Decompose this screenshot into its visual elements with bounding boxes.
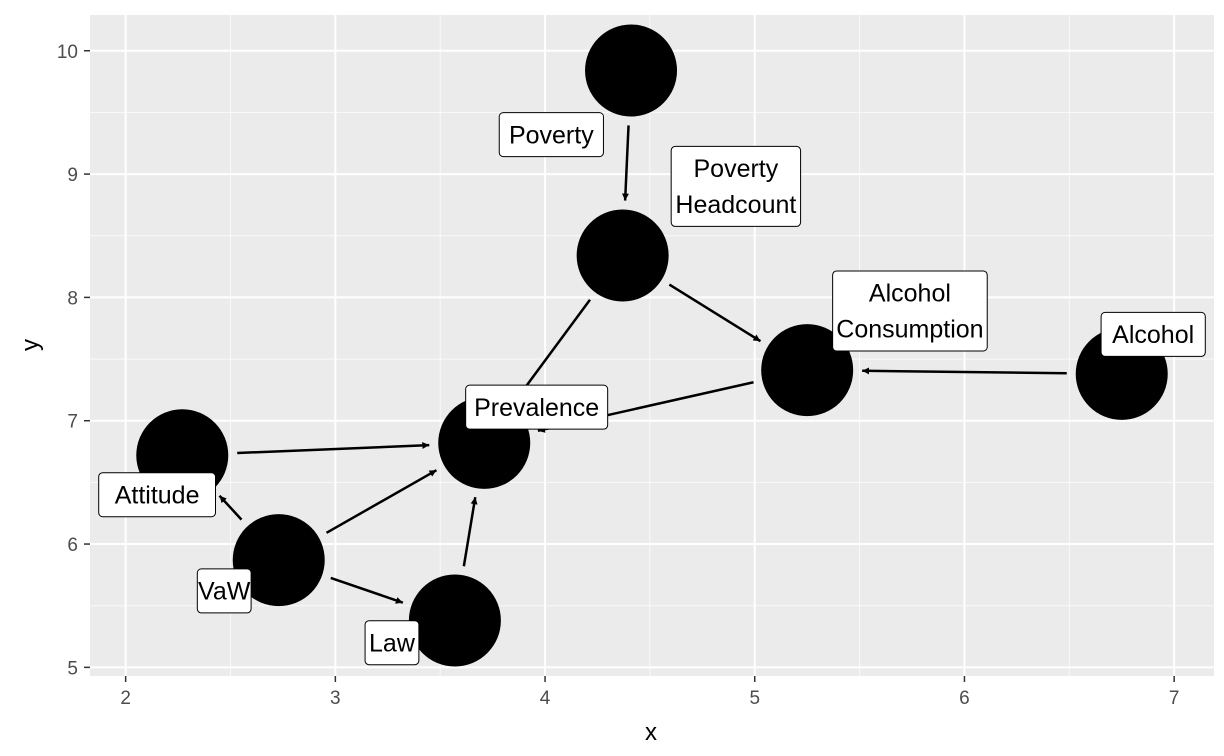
label-text: Alcohol bbox=[869, 280, 951, 308]
label-alcohol: Alcohol bbox=[1100, 311, 1206, 357]
node-poverty_headcount bbox=[576, 209, 669, 302]
edge-attitude-to-prevalence bbox=[237, 441, 430, 455]
y-tick-label: 9 bbox=[67, 165, 78, 186]
label-prevalence: Prevalence bbox=[465, 384, 609, 430]
edge-law-to-prevalence bbox=[462, 496, 478, 567]
node-poverty bbox=[585, 24, 678, 117]
label-box bbox=[1100, 311, 1206, 357]
label-text: Consumption bbox=[836, 316, 983, 344]
node-labels: Poverty Poverty Headcount Alcohol Consumptio… bbox=[98, 112, 1206, 666]
edge-poverty-to-poverty_headcount bbox=[621, 125, 630, 201]
y-tick-label: 7 bbox=[67, 412, 78, 433]
label-text: Poverty bbox=[693, 155, 778, 183]
node-law bbox=[408, 574, 501, 667]
label-text: VaW bbox=[198, 578, 251, 606]
label-box bbox=[465, 384, 609, 430]
x-axis-title: x bbox=[645, 719, 657, 746]
label-box bbox=[832, 270, 988, 352]
edges bbox=[218, 125, 1067, 604]
edge-poverty_headcount-to-alcohol_consumption bbox=[668, 283, 762, 343]
x-tick-label: 4 bbox=[540, 688, 551, 709]
label-law: Law bbox=[364, 620, 420, 666]
x-tick-label: 3 bbox=[330, 688, 341, 709]
x-tick-label: 5 bbox=[749, 688, 760, 709]
label-text: Poverty bbox=[509, 121, 594, 149]
label-text: Law bbox=[369, 629, 416, 657]
edge-alcohol-to-alcohol_consumption bbox=[862, 367, 1067, 375]
x-tick-label: 2 bbox=[120, 688, 131, 709]
label-poverty: Poverty bbox=[498, 112, 604, 158]
y-tick-label: 8 bbox=[67, 288, 78, 309]
label-text: Headcount bbox=[675, 191, 796, 219]
y-tick-label: 6 bbox=[67, 535, 78, 556]
edge-vaw-to-law bbox=[330, 576, 404, 604]
label-box bbox=[364, 620, 420, 666]
edge-vaw-to-prevalence bbox=[325, 469, 438, 534]
y-tick-label: 5 bbox=[67, 658, 78, 679]
edge-vaw-to-attitude bbox=[218, 494, 243, 521]
label-alcohol_consumption: Alcohol Consumption bbox=[832, 270, 988, 352]
label-box bbox=[498, 112, 604, 158]
node-vaw bbox=[232, 514, 325, 607]
label-text: Attitude bbox=[115, 481, 200, 509]
label-poverty_headcount: Poverty Headcount bbox=[670, 145, 802, 227]
y-tick-label: 10 bbox=[57, 42, 78, 63]
y-axis-title: y bbox=[17, 339, 44, 351]
label-text: Prevalence bbox=[474, 394, 599, 422]
label-text: Alcohol bbox=[1112, 321, 1194, 349]
node-alcohol_consumption bbox=[761, 324, 854, 417]
label-attitude: Attitude bbox=[98, 472, 217, 518]
axes: 2 3 4 5 6 7 5 6 7 8 9 10 bbox=[57, 42, 1180, 709]
x-tick-label: 6 bbox=[959, 688, 970, 709]
label-vaw: VaW bbox=[196, 568, 252, 614]
label-box bbox=[196, 568, 252, 614]
edge-poverty_headcount-to-prevalence bbox=[515, 298, 591, 400]
x-tick-label: 7 bbox=[1169, 688, 1180, 709]
label-box bbox=[98, 472, 217, 518]
label-box bbox=[670, 145, 802, 227]
